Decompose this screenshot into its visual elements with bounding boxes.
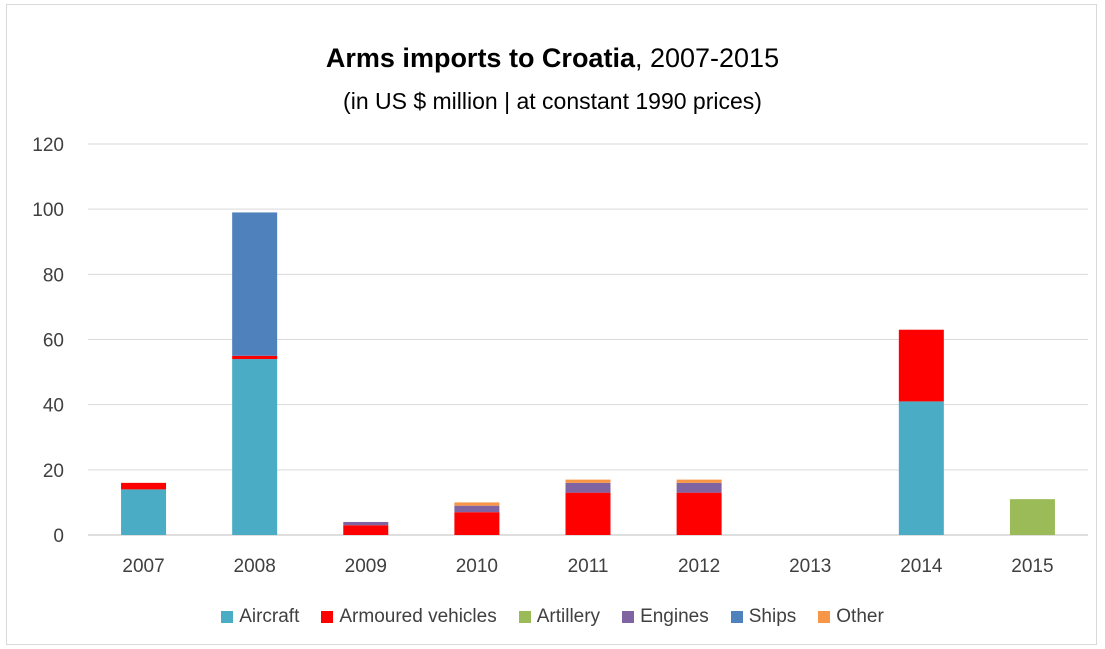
bar-segment-aircraft-2008 [232,359,278,535]
bar-segment-other-2011 [565,479,611,483]
y-tick-label: 120 [32,135,64,156]
legend-item: Engines [622,606,709,628]
bar-segment-armoured-vehicles-2010 [454,512,500,535]
y-tick-label: 80 [43,265,64,286]
bar-segment-aircraft-2014 [898,401,944,535]
bar-segment-armoured-vehicles-2011 [565,492,611,535]
legend-label: Ships [748,606,797,627]
chart-title-rest: , 2007-2015 [634,43,780,73]
bar-segment-armoured-vehicles-2008 [232,355,278,360]
x-tick-label: 2011 [568,556,609,577]
x-tick-label: 2009 [345,556,387,577]
chart-frame [6,4,1097,645]
bar-segment-other-2012 [676,479,722,483]
bar-segment-aircraft-2007 [121,489,167,535]
legend-item: Ships [730,606,797,628]
legend-item: Armoured vehicles [321,606,497,628]
y-tick-label: 20 [43,461,64,482]
x-tick-label: 2014 [900,556,943,577]
bar-segment-armoured-vehicles-2009 [343,525,389,535]
y-tick-label: 100 [32,200,64,221]
chart-title: Arms imports to Croatia, 2007-2015 [0,42,1105,74]
x-tick-label: 2010 [456,556,498,577]
y-tick-label: 40 [43,396,64,417]
bar-segment-armoured-vehicles-2012 [676,492,722,535]
bar-segment-artillery-2015 [1009,499,1055,535]
y-tick-label: 0 [53,526,64,547]
x-tick-label: 2008 [234,556,276,577]
chart-subtitle: (in US $ million | at constant 1990 pric… [343,88,762,114]
bar-segment-other-2010 [454,502,500,506]
legend-swatch [518,611,531,623]
x-tick-label: 2007 [122,556,164,577]
legend-swatch [622,611,635,623]
legend-swatch [818,611,831,623]
bar-segment-ships-2008 [232,212,278,356]
legend-swatch [321,611,334,623]
legend-item: Aircraft [221,606,299,628]
bar-segment-engines-2009 [343,521,389,526]
legend-label: Artillery [536,606,601,627]
legend-swatch [221,611,234,623]
legend-item: Artillery [518,606,601,628]
legend-label: Armoured vehicles [339,606,497,627]
legend-label: Engines [640,606,709,627]
bar-segment-engines-2010 [454,505,500,513]
y-tick-label: 60 [43,331,64,352]
bar-segment-armoured-vehicles-2014 [898,329,944,402]
legend-label: Aircraft [239,606,300,627]
legend-item: Other [818,606,884,628]
legend-swatch [730,611,743,623]
x-tick-label: 2013 [789,556,831,577]
chart-legend: Aircraft Armoured vehicles Artillery Engine… [0,606,1105,628]
bar-segment-engines-2012 [676,482,722,493]
bar-segment-engines-2011 [565,482,611,493]
x-tick-label: 2012 [678,556,720,577]
x-tick-label: 2015 [1011,556,1053,577]
legend-label: Other [836,606,884,627]
chart-title-bold: Arms imports to Croatia [325,43,635,73]
bar-segment-armoured-vehicles-2007 [121,482,167,490]
